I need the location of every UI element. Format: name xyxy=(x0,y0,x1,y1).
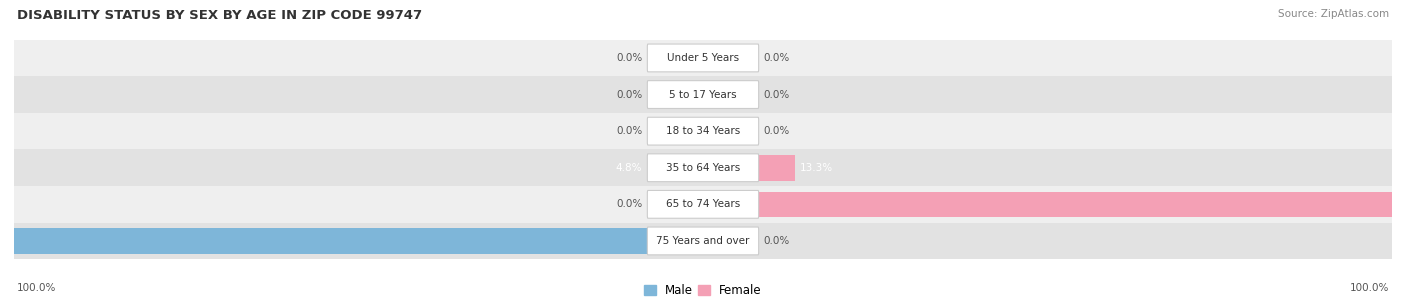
Text: 75 Years and over: 75 Years and over xyxy=(657,236,749,246)
Bar xyxy=(14,113,1392,149)
Text: 0.0%: 0.0% xyxy=(616,90,643,99)
FancyBboxPatch shape xyxy=(647,44,759,72)
Bar xyxy=(14,40,1392,76)
Text: 100.0%: 100.0% xyxy=(1350,283,1389,293)
Bar xyxy=(703,155,794,181)
FancyBboxPatch shape xyxy=(647,190,759,218)
Text: Source: ZipAtlas.com: Source: ZipAtlas.com xyxy=(1278,9,1389,19)
Text: 0.0%: 0.0% xyxy=(616,126,643,136)
Bar xyxy=(14,76,1392,113)
Text: 4.8%: 4.8% xyxy=(616,163,643,173)
Text: 100.0%: 100.0% xyxy=(1398,199,1406,209)
Bar xyxy=(14,223,1392,259)
Text: DISABILITY STATUS BY SEX BY AGE IN ZIP CODE 99747: DISABILITY STATUS BY SEX BY AGE IN ZIP C… xyxy=(17,9,422,22)
Text: 0.0%: 0.0% xyxy=(763,236,790,246)
Text: 0.0%: 0.0% xyxy=(763,53,790,63)
Text: 65 to 74 Years: 65 to 74 Years xyxy=(666,199,740,209)
Bar xyxy=(14,149,1392,186)
Text: 18 to 34 Years: 18 to 34 Years xyxy=(666,126,740,136)
Text: 100.0%: 100.0% xyxy=(17,283,56,293)
Text: 0.0%: 0.0% xyxy=(763,126,790,136)
FancyBboxPatch shape xyxy=(647,81,759,109)
FancyBboxPatch shape xyxy=(647,117,759,145)
Legend: Male, Female: Male, Female xyxy=(640,279,766,302)
Text: 35 to 64 Years: 35 to 64 Years xyxy=(666,163,740,173)
Bar xyxy=(703,192,1392,217)
Bar xyxy=(14,228,703,254)
Text: 13.3%: 13.3% xyxy=(800,163,834,173)
FancyBboxPatch shape xyxy=(647,154,759,182)
Text: 100.0%: 100.0% xyxy=(0,236,8,246)
Text: 5 to 17 Years: 5 to 17 Years xyxy=(669,90,737,99)
Bar xyxy=(669,155,703,181)
Text: 0.0%: 0.0% xyxy=(616,199,643,209)
Text: Under 5 Years: Under 5 Years xyxy=(666,53,740,63)
Bar xyxy=(14,186,1392,223)
FancyBboxPatch shape xyxy=(647,227,759,255)
Text: 0.0%: 0.0% xyxy=(616,53,643,63)
Text: 0.0%: 0.0% xyxy=(763,90,790,99)
